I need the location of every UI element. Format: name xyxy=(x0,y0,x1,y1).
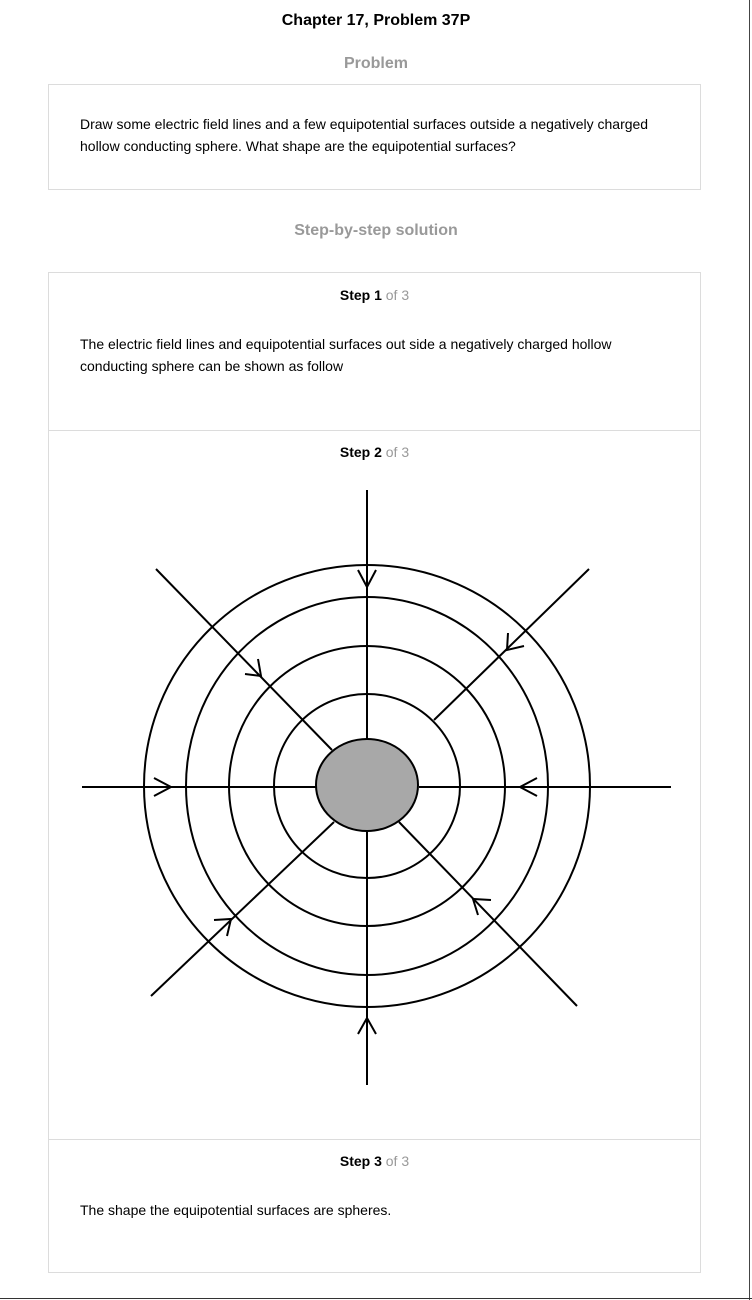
field-arrows xyxy=(153,569,538,1035)
solution-box: Step 1 of 3 The electric field lines and… xyxy=(48,272,701,1273)
step-1-text: The electric field lines and equipotenti… xyxy=(80,336,612,374)
step-3-of: of 3 xyxy=(385,1153,410,1169)
page-title: Chapter 17, Problem 37P xyxy=(281,12,471,29)
page-bottom-border xyxy=(0,1298,752,1299)
problem-text: Draw some electric field lines and a few… xyxy=(80,116,649,154)
problem-heading: Problem xyxy=(343,55,408,72)
step-3-header: Step 3 of 3 xyxy=(49,1153,700,1169)
arrowhead xyxy=(244,658,263,678)
charged-sphere xyxy=(315,738,419,832)
solution-heading: Step-by-step solution xyxy=(294,222,458,239)
arrowhead xyxy=(505,632,525,652)
arrowhead xyxy=(213,917,233,937)
arrowhead xyxy=(153,777,174,797)
step-2-label: Step 2 xyxy=(339,444,382,460)
step-2-of: of 3 xyxy=(385,444,410,460)
step-1-label: Step 1 xyxy=(339,287,382,303)
arrowhead xyxy=(517,777,538,797)
arrowhead xyxy=(471,897,492,916)
equipotential-ring-1 xyxy=(273,693,461,879)
step-3-text: The shape the equipotential surfaces are… xyxy=(80,1202,392,1218)
equipotential-ring-2 xyxy=(228,645,506,927)
equipotential-surfaces xyxy=(143,564,591,1008)
step-divider xyxy=(49,1139,700,1140)
step-1-of: of 3 xyxy=(385,287,410,303)
page-edge xyxy=(749,0,750,1300)
equipotential-ring-3 xyxy=(185,596,549,976)
step-3-label: Step 3 xyxy=(339,1153,382,1169)
field-line-lower-left xyxy=(150,821,335,997)
step-1-header: Step 1 of 3 xyxy=(49,287,700,303)
arrowhead xyxy=(357,569,377,590)
step-divider xyxy=(49,430,700,431)
problem-box: Draw some electric field lines and a few… xyxy=(48,84,701,190)
field-line-lower-right xyxy=(398,821,578,1007)
arrowhead xyxy=(357,1015,377,1035)
step-2-header: Step 2 of 3 xyxy=(49,444,700,460)
field-line-upper-right xyxy=(433,568,590,721)
equipotential-ring-4 xyxy=(143,564,591,1008)
